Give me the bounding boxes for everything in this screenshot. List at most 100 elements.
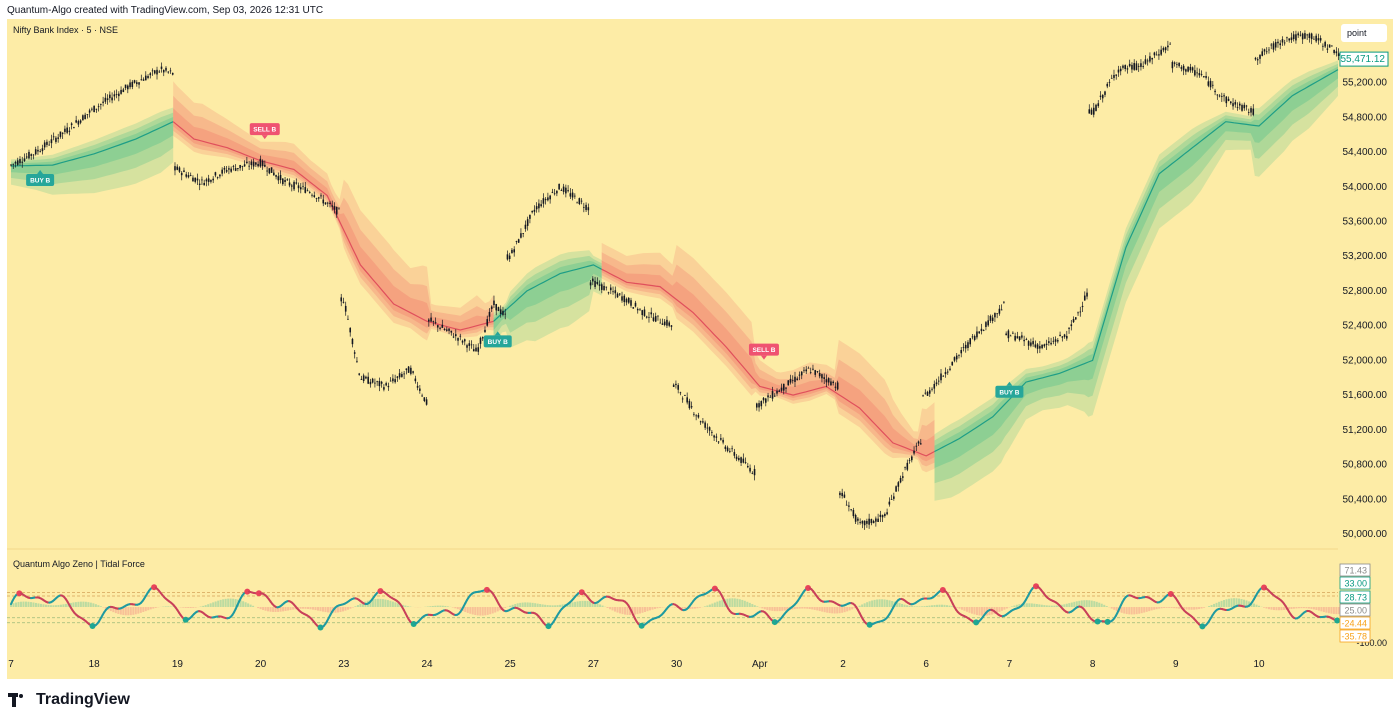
candles — [10, 30, 1340, 530]
candle — [861, 520, 864, 529]
osc-histogram-bar — [631, 607, 634, 615]
osc-histogram-bar — [441, 605, 444, 607]
osc-histogram-bar — [1258, 605, 1260, 607]
osc-histogram-bar — [641, 607, 644, 613]
osc-histogram-bar — [1312, 607, 1315, 610]
osc-histogram-bar — [878, 599, 881, 607]
indicator-title[interactable]: Quantum Algo Zeno | Tidal Force — [13, 559, 145, 569]
candle — [1337, 48, 1340, 61]
candle — [1299, 30, 1302, 37]
price-tick-label: 52,400.00 — [1343, 321, 1388, 332]
osc-histogram-bar — [846, 607, 849, 612]
sell-signal-label[interactable]: SELL B — [249, 123, 280, 140]
osc-peak-dot — [244, 588, 251, 595]
candle — [149, 72, 152, 79]
candle — [890, 494, 893, 500]
candle — [702, 418, 704, 424]
osc-histogram-bar — [1215, 602, 1218, 607]
signal-text: BUY B — [488, 339, 508, 346]
candle — [468, 340, 471, 351]
candle — [1270, 43, 1273, 50]
candle — [140, 74, 143, 81]
candle — [383, 384, 385, 392]
osc-histogram-bar — [394, 602, 397, 607]
osc-histogram-bar — [386, 600, 389, 607]
osc-histogram-bar — [277, 607, 280, 612]
chart-area[interactable]: BUY B SELL B BUY B SELL B BUY B 55,200.00 54,8… — [7, 19, 1393, 679]
price-axis[interactable]: 55,200.00 54,800.00 54,400.00 54,000.00 53,6… — [1339, 51, 1389, 540]
sell-signal-label[interactable]: SELL B — [748, 343, 779, 360]
osc-histogram-bar — [1262, 607, 1265, 608]
osc-histogram-bar — [1193, 607, 1196, 610]
candle — [1115, 74, 1118, 80]
candle — [917, 440, 920, 446]
candle — [704, 420, 706, 431]
candle — [978, 331, 980, 335]
trend-band-layer — [173, 95, 494, 335]
candle — [466, 343, 468, 353]
osc-histogram-bar — [184, 607, 187, 608]
symbol-title[interactable]: Nifty Bank Index · 5 · NSE — [13, 25, 119, 35]
candle — [371, 377, 374, 384]
trend-midline — [934, 69, 1339, 453]
osc-histogram-bar — [59, 604, 62, 607]
osc-histogram-bar — [89, 602, 92, 607]
time-axis[interactable]: 7 18 19 20 23 24 25 27 30 Apr 2 6 7 8 9 10 — [8, 659, 1265, 670]
candle — [486, 315, 489, 327]
candle — [1099, 91, 1102, 100]
osc-histogram-bar — [374, 599, 377, 607]
buy-signal-label[interactable]: BUY B — [26, 169, 55, 186]
osc-histogram-bar — [494, 607, 497, 613]
buy-signal-label[interactable]: BUY B — [995, 381, 1024, 398]
osc-histogram-bar — [968, 607, 971, 613]
scale-mode-button[interactable]: point — [1341, 24, 1387, 42]
osc-histogram-bar — [212, 602, 215, 607]
osc-histogram-bar — [948, 605, 951, 607]
osc-histogram-bar — [1128, 607, 1131, 615]
candle — [412, 370, 414, 375]
tradingview-logo[interactable]: TradingView — [8, 691, 130, 709]
osc-histogram-bar — [257, 607, 260, 609]
osc-trough-dot — [182, 616, 189, 623]
candle — [1021, 331, 1023, 340]
candle — [21, 156, 24, 168]
candle — [144, 71, 147, 81]
osc-histogram-bar — [252, 605, 255, 607]
candle — [91, 107, 93, 112]
osc-histogram-bar — [32, 602, 35, 607]
osc-histogram-bar — [599, 604, 602, 607]
candle — [1288, 38, 1291, 43]
price-chart[interactable]: BUY B SELL B BUY B SELL B BUY B 55,200.00 54,8… — [7, 19, 1393, 679]
osc-histogram-bar — [434, 605, 437, 607]
osc-histogram-bar — [941, 604, 944, 607]
candle — [1106, 82, 1109, 89]
osc-trough-dot — [1199, 623, 1206, 630]
osc-histogram-bar — [339, 607, 342, 613]
osc-histogram-bar — [871, 600, 874, 607]
candle — [991, 314, 994, 324]
candle — [834, 382, 837, 391]
candle — [448, 328, 450, 335]
candle — [428, 318, 430, 327]
osc-histogram-bar — [69, 602, 72, 607]
candle — [230, 166, 232, 173]
osc-histogram-bar — [224, 598, 227, 607]
candle — [508, 252, 511, 262]
candle — [769, 394, 772, 398]
osc-histogram-bar — [284, 607, 287, 611]
candle — [203, 179, 205, 186]
candle — [740, 456, 742, 467]
osc-histogram-bar — [1210, 605, 1213, 607]
osc-histogram-bar — [696, 607, 699, 609]
osc-histogram-bar — [1315, 607, 1318, 610]
osc-histogram-bar — [391, 601, 394, 607]
candle — [30, 153, 33, 160]
osc-histogram-bar — [112, 607, 115, 613]
buy-signal-label[interactable]: BUY B — [483, 331, 512, 348]
osc-histogram-bar — [346, 607, 349, 610]
candle — [684, 394, 686, 397]
candle — [358, 372, 360, 376]
osc-histogram-bar — [244, 602, 247, 607]
osc-histogram-bar — [1033, 603, 1036, 607]
osc-histogram-bar — [309, 607, 312, 610]
